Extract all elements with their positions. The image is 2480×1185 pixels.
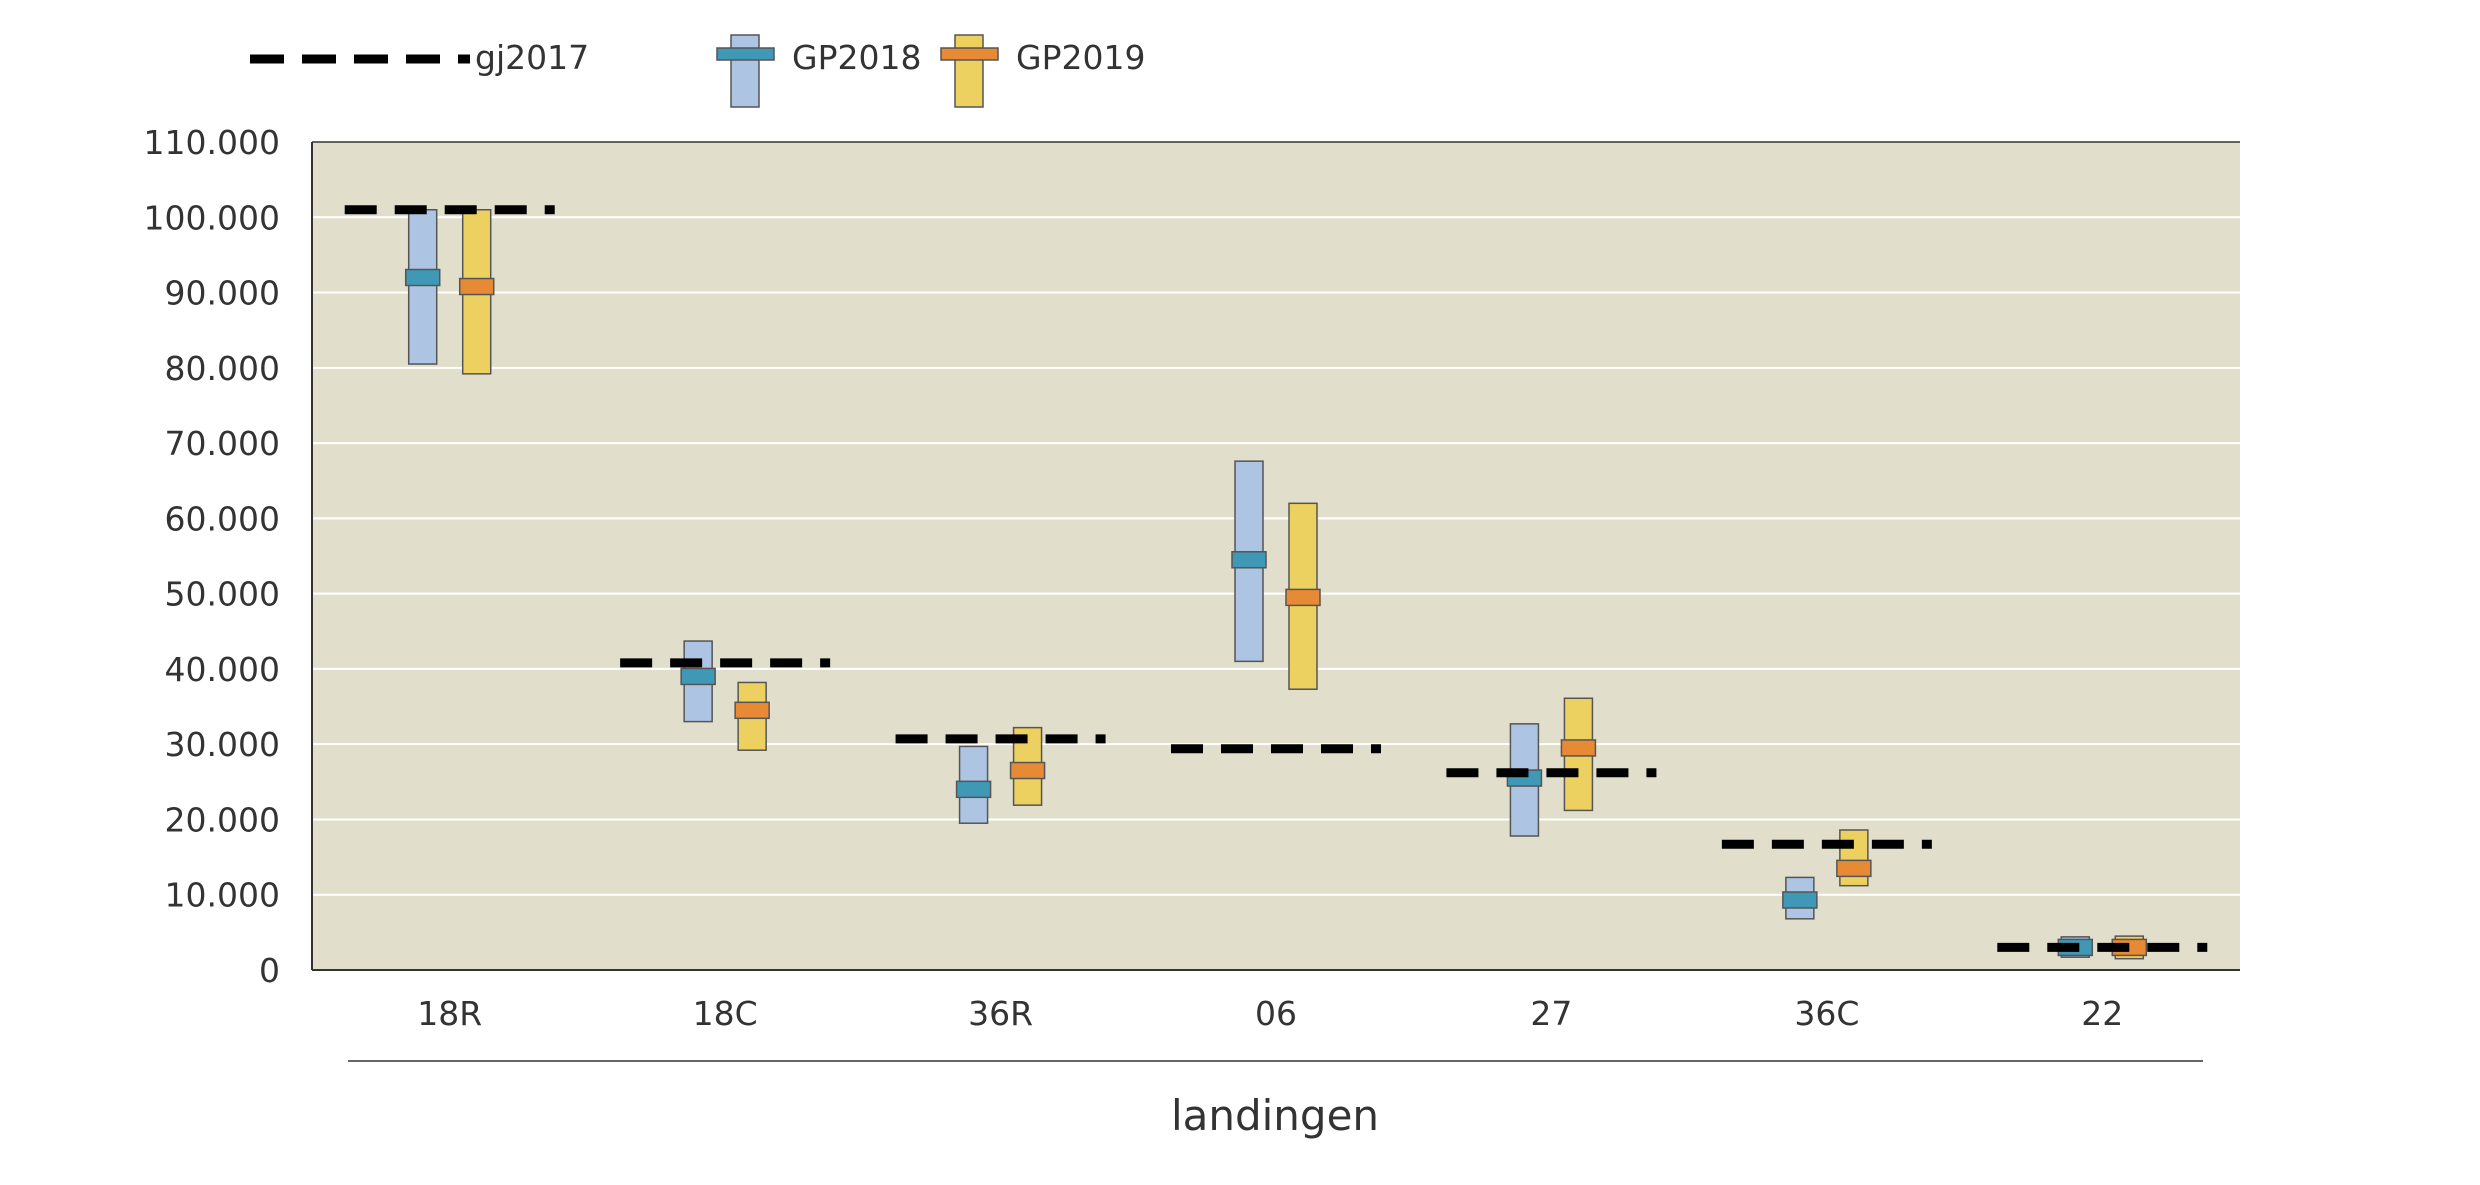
y-tick-label: 60.000 bbox=[165, 499, 280, 538]
y-tick-label: 90.000 bbox=[165, 274, 280, 313]
y-tick-label: 80.000 bbox=[165, 349, 280, 388]
x-axis-ticks: 18R 18C 36R 06 27 36C 22 bbox=[417, 994, 2123, 1033]
y-axis-ticks: 0 10.000 20.000 30.000 40.000 50.000 60.000 70.… bbox=[144, 123, 280, 990]
gp2019-median-marker bbox=[1836, 859, 1872, 878]
gridlines bbox=[312, 216, 2240, 896]
y-tick-label: 20.000 bbox=[165, 800, 280, 839]
legend-gp2018-label: GP2018 bbox=[792, 38, 921, 77]
y-tick-label: 70.000 bbox=[165, 424, 280, 463]
legend: gj2017 GP2018 GP2019 bbox=[250, 34, 1145, 108]
gp2018-median-marker bbox=[1782, 891, 1818, 909]
gp2018-range-bar bbox=[407, 208, 438, 365]
x-tick-label: 36R bbox=[968, 994, 1033, 1033]
x-tick-label: 18C bbox=[693, 994, 758, 1033]
x-tick-label: 27 bbox=[1530, 994, 1572, 1033]
y-tick-label: 30.000 bbox=[165, 725, 280, 764]
x-tick-label: 18R bbox=[417, 994, 482, 1033]
y-tick-label: 110.000 bbox=[144, 123, 280, 162]
y-tick-label: 0 bbox=[259, 951, 280, 990]
legend-gj2017-label: gj2017 bbox=[475, 38, 589, 77]
x-tick-label: 06 bbox=[1255, 994, 1297, 1033]
gp2019-median-marker bbox=[1009, 761, 1046, 780]
x-tick-label: 22 bbox=[2081, 994, 2123, 1033]
legend-gp2019-label: GP2019 bbox=[1016, 38, 1145, 77]
legend-gp2019-swatch-median bbox=[940, 47, 999, 61]
gp2019-median-marker bbox=[1560, 739, 1597, 757]
y-tick-label: 10.000 bbox=[165, 876, 280, 915]
plot-area bbox=[312, 142, 2240, 970]
x-axis-title: landingen bbox=[1171, 1091, 1379, 1140]
reference-lines bbox=[344, 205, 2208, 952]
gp2018-median-marker bbox=[1231, 551, 1267, 569]
gp2019-median-marker bbox=[458, 277, 495, 296]
x-tick-label: 36C bbox=[1794, 994, 1859, 1033]
legend-gp2019-swatch-bar bbox=[954, 34, 984, 108]
gp2019-median-marker bbox=[1285, 588, 1321, 607]
y-tick-label: 50.000 bbox=[165, 575, 280, 614]
range-bars bbox=[404, 208, 2148, 960]
gp2019-median-marker bbox=[734, 701, 770, 720]
gp2018-median-marker bbox=[680, 667, 716, 686]
y-tick-label: 100.000 bbox=[144, 198, 280, 237]
legend-gp2018-swatch-median bbox=[716, 47, 775, 61]
legend-gp2018-swatch-bar bbox=[730, 34, 760, 108]
y-tick-label: 40.000 bbox=[165, 650, 280, 689]
gp2018-median-marker bbox=[404, 268, 441, 287]
gp2018-median-marker bbox=[955, 780, 992, 799]
gp2019-range-bar bbox=[1839, 829, 1869, 887]
